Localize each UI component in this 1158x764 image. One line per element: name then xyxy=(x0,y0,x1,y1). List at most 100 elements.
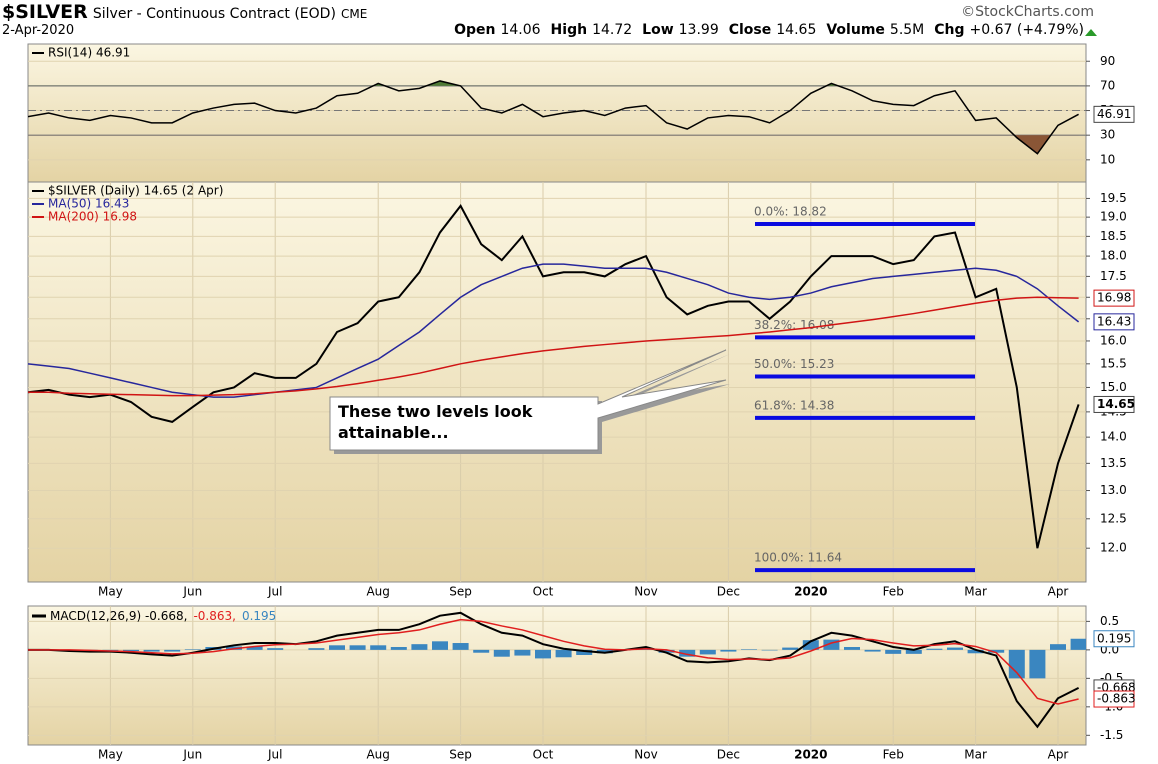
x-tick-label: Dec xyxy=(717,748,740,762)
fib-label: 100.0%: 11.64 xyxy=(754,551,842,565)
histogram-bar xyxy=(699,649,716,655)
series-line xyxy=(28,611,1080,729)
y-tick-label: 10 xyxy=(1100,152,1115,166)
histogram-bar xyxy=(164,649,181,652)
fib-label: 61.8%: 14.38 xyxy=(754,398,834,412)
histogram-bar xyxy=(679,649,696,657)
histogram-bar xyxy=(329,645,345,650)
y-tick-label: -1.5 xyxy=(1100,728,1123,742)
y-tick-label: 17.5 xyxy=(1100,269,1127,283)
histogram-bar xyxy=(432,641,448,650)
series-line xyxy=(28,618,1079,705)
x-tick-label: 2020 xyxy=(794,748,827,762)
histogram-bar xyxy=(658,649,675,653)
histogram-bar xyxy=(988,649,1005,653)
y-tick-label: 12.5 xyxy=(1100,511,1127,525)
series-line xyxy=(28,296,1079,397)
legend-entry: $SILVER (Daily) 14.65 (2 Apr) xyxy=(48,184,223,198)
y-tick-label: 15.5 xyxy=(1100,356,1127,370)
quote: Open 14.06 High 14.72 Low 13.99 Close 14.65 Volu… xyxy=(444,22,1084,38)
histogram-bar xyxy=(535,649,551,659)
histogram-bar xyxy=(184,649,201,650)
histogram-bar xyxy=(1008,649,1025,679)
histogram-bar xyxy=(905,649,922,654)
x-tick-label: Aug xyxy=(366,585,389,599)
value-tag-label: 16.98 xyxy=(1097,291,1131,305)
quote-value: 14.65 xyxy=(776,22,817,38)
series-line xyxy=(28,204,1080,549)
legend-entry: MA(50) 16.43 xyxy=(48,197,129,211)
x-tick-label: Jul xyxy=(267,748,282,762)
histogram-bar xyxy=(823,639,840,650)
histogram-bar xyxy=(802,640,819,650)
value-tag xyxy=(1093,690,1135,708)
annotation-text: These two levels look attainable... xyxy=(338,402,533,442)
value-tag-label: 16.43 xyxy=(1097,314,1131,328)
x-tick-label: Jun xyxy=(182,748,202,762)
x-tick-label: Feb xyxy=(883,748,904,762)
x-tick-label: Sep xyxy=(449,585,472,599)
histogram-bar xyxy=(720,649,737,652)
histogram-bar xyxy=(555,649,572,658)
x-tick-label: Dec xyxy=(717,585,740,599)
histogram-bar xyxy=(349,645,366,650)
legend-entry: MA(200) 16.98 xyxy=(48,210,137,224)
value-tag xyxy=(1093,630,1135,648)
x-tick-label: 2020 xyxy=(794,585,827,599)
histogram-bar xyxy=(947,647,963,650)
histogram-bar xyxy=(493,649,510,657)
quote-value: 5.5M xyxy=(889,22,925,38)
quote-label: Close xyxy=(728,22,772,38)
series-group xyxy=(28,204,1080,549)
value-tag xyxy=(1093,289,1135,307)
symbol: $SILVER xyxy=(2,1,88,23)
histogram-bar xyxy=(514,649,531,656)
histogram-bar xyxy=(1070,638,1086,650)
panel-background xyxy=(27,605,1087,746)
legend-entry: 0.195 xyxy=(242,609,276,623)
histogram-bar xyxy=(143,649,160,652)
x-tick-label: Apr xyxy=(1048,748,1069,762)
histogram-bar xyxy=(411,644,428,650)
histogram-bar xyxy=(308,648,325,650)
series-group xyxy=(28,80,1079,155)
histogram-bar xyxy=(885,649,902,654)
x-tick-label: May xyxy=(98,585,123,599)
y-tick-label: 0.5 xyxy=(1100,614,1119,628)
y-tick-label: 19.0 xyxy=(1100,210,1127,224)
y-tick-label: 13.5 xyxy=(1100,456,1127,470)
y-tick-label: 16.0 xyxy=(1100,333,1127,347)
fib-label: 0.0%: 18.82 xyxy=(754,205,827,219)
quote-value: 13.99 xyxy=(678,22,719,38)
fib-label: 38.2%: 16.08 xyxy=(754,318,834,332)
histogram-bar xyxy=(370,645,387,650)
histogram-bar xyxy=(926,648,943,650)
value-tag-label: 0.195 xyxy=(1097,631,1131,645)
x-tick-label: Oct xyxy=(533,585,554,599)
legend-entry: -0.863, xyxy=(193,609,236,623)
source: ©StockCharts.com xyxy=(961,4,1094,20)
histogram-bar xyxy=(864,649,881,652)
instrument-name: Silver - Continuous Contract (EOD) xyxy=(92,6,336,22)
histogram-bar xyxy=(844,647,860,650)
y-tick-label: 18.5 xyxy=(1100,229,1127,243)
legend-entry: RSI(14) 46.91 xyxy=(48,46,130,60)
y-tick-label: 90 xyxy=(1100,54,1115,68)
up-arrow xyxy=(1085,29,1097,36)
y-tick-label: 18.0 xyxy=(1100,249,1127,263)
histogram-bar xyxy=(390,647,407,650)
header: $SILVER Silver - Continuous Contract (EO… xyxy=(0,0,1158,44)
histogram-bar xyxy=(452,643,469,650)
histogram-bar xyxy=(761,649,778,651)
fib-label: 50.0%: 15.23 xyxy=(754,357,834,371)
quote-label: Open xyxy=(454,22,496,38)
value-tag xyxy=(1093,313,1135,331)
legend: MACD(12,26,9) -0.668, -0.863, 0.195 xyxy=(50,609,276,623)
histogram-bar xyxy=(576,649,593,655)
y-tick-label: 30 xyxy=(1100,128,1115,142)
x-tick-label: Jun xyxy=(182,585,202,599)
histogram-bar xyxy=(267,648,284,650)
legend-entry: MACD(12,26,9) -0.668, xyxy=(50,609,187,623)
title-row: $SILVER Silver - Continuous Contract (EO… xyxy=(2,1,367,23)
